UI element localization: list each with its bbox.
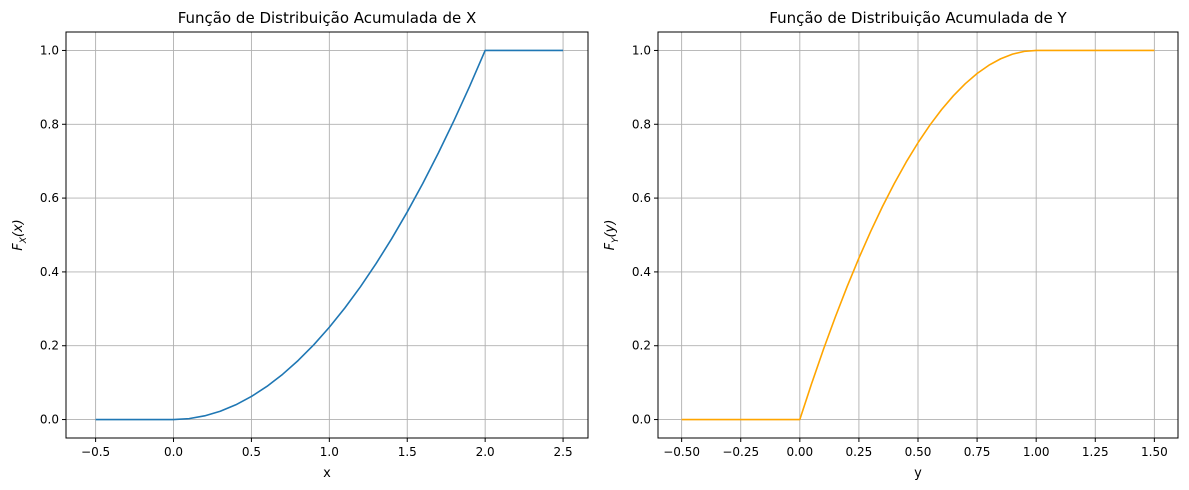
- x-tick-label: 1.50: [1141, 445, 1168, 459]
- chart-x-cdf: −0.5 0.0 0.5 1.0 1.5 2.0 2.5 0.0 0.2 0.4 0.6 0.8 1.0…: [11, 9, 589, 481]
- x-axis-label: x: [323, 466, 331, 481]
- y-tick-label: 0.0: [632, 413, 651, 427]
- plot-frame: [65, 31, 589, 439]
- x-tick-label: 0.25: [846, 445, 873, 459]
- x-tick-label: 1.0: [320, 445, 339, 459]
- x-tick-label: 1.25: [1082, 445, 1109, 459]
- y-tick-label: 0.0: [40, 413, 59, 427]
- x-tick-label: −0.25: [722, 445, 759, 459]
- x-axis-label: y: [914, 466, 922, 481]
- x-tick-label: 1.5: [398, 445, 417, 459]
- y-tick-label: 0.2: [632, 339, 651, 353]
- y-tick-label: 0.2: [40, 339, 59, 353]
- y-tick-label: 0.6: [632, 191, 651, 205]
- x-tick-label: 0.0: [164, 445, 183, 459]
- y-tick-label: 1.0: [632, 43, 651, 57]
- y-axis-label: FY(y): [603, 220, 621, 251]
- cdf-line: [95, 49, 564, 421]
- y-tick-label: 0.4: [632, 265, 651, 279]
- x-tick-label: 0.50: [905, 445, 932, 459]
- x-tick-label: −0.5: [81, 445, 110, 459]
- x-tick-label: 2.5: [554, 445, 573, 459]
- x-tick-label: 0.5: [242, 445, 261, 459]
- y-tick-label: 0.8: [632, 117, 651, 131]
- y-tick-label: 1.0: [40, 43, 59, 57]
- chart-title: Função de Distribuição Acumulada de Y: [769, 9, 1067, 27]
- cdf-line: [681, 49, 1155, 421]
- x-tick-label: 2.0: [476, 445, 495, 459]
- y-axis-label: FX(x): [11, 219, 29, 251]
- x-tick-label: 0.75: [964, 445, 991, 459]
- y-tick-label: 0.4: [40, 265, 59, 279]
- chart-title: Função de Distribuição Acumulada de X: [178, 9, 477, 27]
- x-tick-label: 1.00: [1023, 445, 1050, 459]
- y-tick-label: 0.6: [40, 191, 59, 205]
- y-tick-label: 0.8: [40, 117, 59, 131]
- x-tick-label: 0.00: [786, 445, 813, 459]
- chart-y-cdf: −0.50 −0.25 0.00 0.25 0.50 0.75 1.00 1.25 1.50 0.…: [603, 9, 1179, 481]
- x-tick-label: −0.50: [663, 445, 700, 459]
